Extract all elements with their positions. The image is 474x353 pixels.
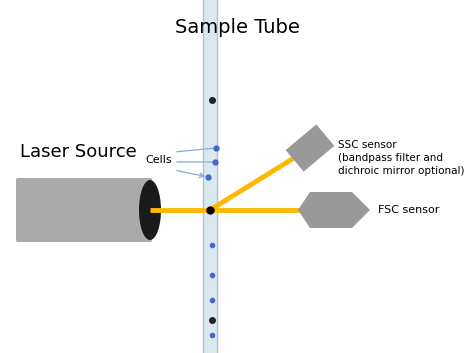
- FancyBboxPatch shape: [16, 178, 152, 242]
- Text: SSC sensor
(bandpass filter and
dichroic mirror optional): SSC sensor (bandpass filter and dichroic…: [338, 140, 465, 176]
- Text: Sample Tube: Sample Tube: [174, 18, 300, 37]
- Text: Laser Source: Laser Source: [20, 143, 137, 161]
- FancyBboxPatch shape: [203, 0, 217, 353]
- Polygon shape: [298, 192, 370, 228]
- Polygon shape: [286, 124, 334, 172]
- Text: FSC sensor: FSC sensor: [378, 205, 439, 215]
- Text: Cells: Cells: [146, 155, 172, 165]
- Ellipse shape: [139, 180, 161, 240]
